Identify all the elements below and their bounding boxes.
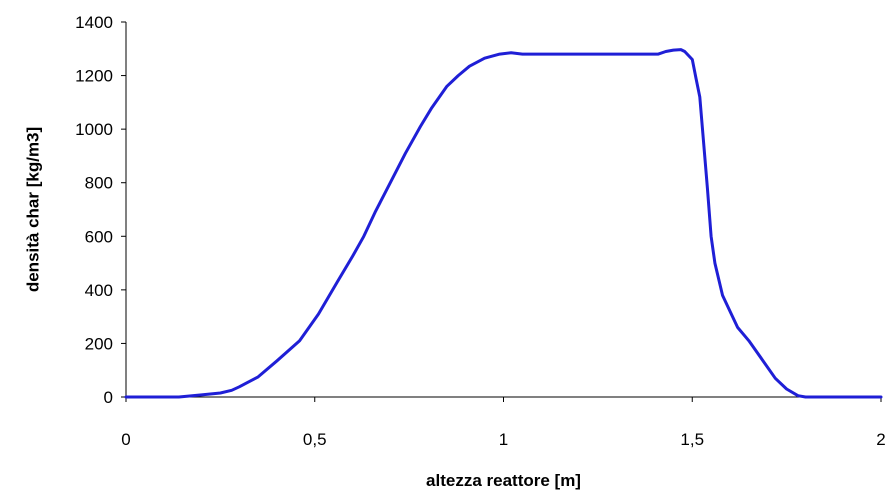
x-tick-label: 1,5: [680, 430, 704, 449]
y-tick-label: 600: [85, 227, 113, 246]
y-tick-label: 1000: [75, 120, 113, 139]
y-tick-label: 0: [104, 388, 113, 407]
y-tick-label: 1200: [75, 67, 113, 86]
y-axis-ticks: 0 200 400 600 800 1000 1200 1400: [75, 13, 126, 407]
x-axis-ticks: 0 0,5 1 1,5 2: [121, 397, 886, 449]
y-tick-label: 800: [85, 174, 113, 193]
x-tick-label: 1: [499, 430, 508, 449]
series-line: [124, 48, 883, 399]
x-tick-label: 0: [121, 430, 130, 449]
y-tick-label: 400: [85, 281, 113, 300]
x-tick-label: 0,5: [303, 430, 327, 449]
y-tick-label: 200: [85, 334, 113, 353]
y-axis-title: densità char [kg/m3]: [23, 127, 42, 292]
x-axis-title: altezza reattore [m]: [426, 471, 581, 490]
y-tick-label: 1400: [75, 13, 113, 32]
x-tick-label: 2: [876, 430, 885, 449]
